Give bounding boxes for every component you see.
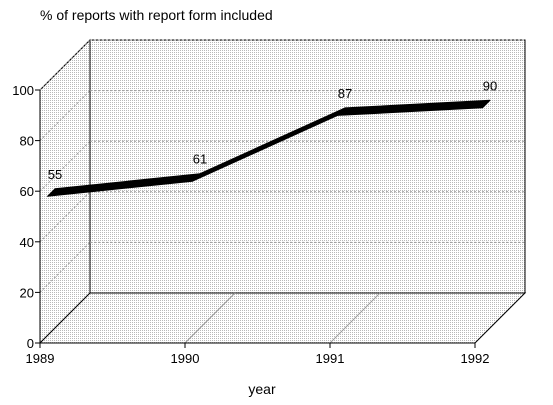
data-labels: 55 61 87 90 [48,78,497,182]
data-label: 61 [193,152,207,167]
floor-lines [184,292,381,344]
y-ticks: 0 20 40 60 80 100 [12,83,40,351]
data-label: 55 [48,167,62,182]
x-tick-label: 1989 [26,351,55,366]
back-wall [89,39,526,294]
y-tick-label: 60 [20,184,34,199]
gridlines [39,39,525,293]
x-tick-label: 1990 [171,351,200,366]
data-label: 87 [338,86,352,101]
y-tick-label: 40 [20,235,34,250]
x-tick-label: 1992 [461,351,490,366]
data-label: 90 [483,78,497,93]
ribbon-segment [337,99,491,116]
y-tick-label: 80 [20,134,34,149]
y-tick-label: 20 [20,285,34,300]
x-tick-label: 1991 [316,351,345,366]
chart-title: % of reports with report form included [40,7,273,23]
floor-line [184,292,236,344]
x-ticks: 1989 1990 1991 1992 [26,343,490,366]
y-tick-label: 100 [12,83,34,98]
series-ribbon [47,99,491,197]
floor-line [329,292,381,344]
floor [38,292,527,344]
y-tick-label: 0 [27,336,34,351]
x-axis-label: year [248,381,276,397]
